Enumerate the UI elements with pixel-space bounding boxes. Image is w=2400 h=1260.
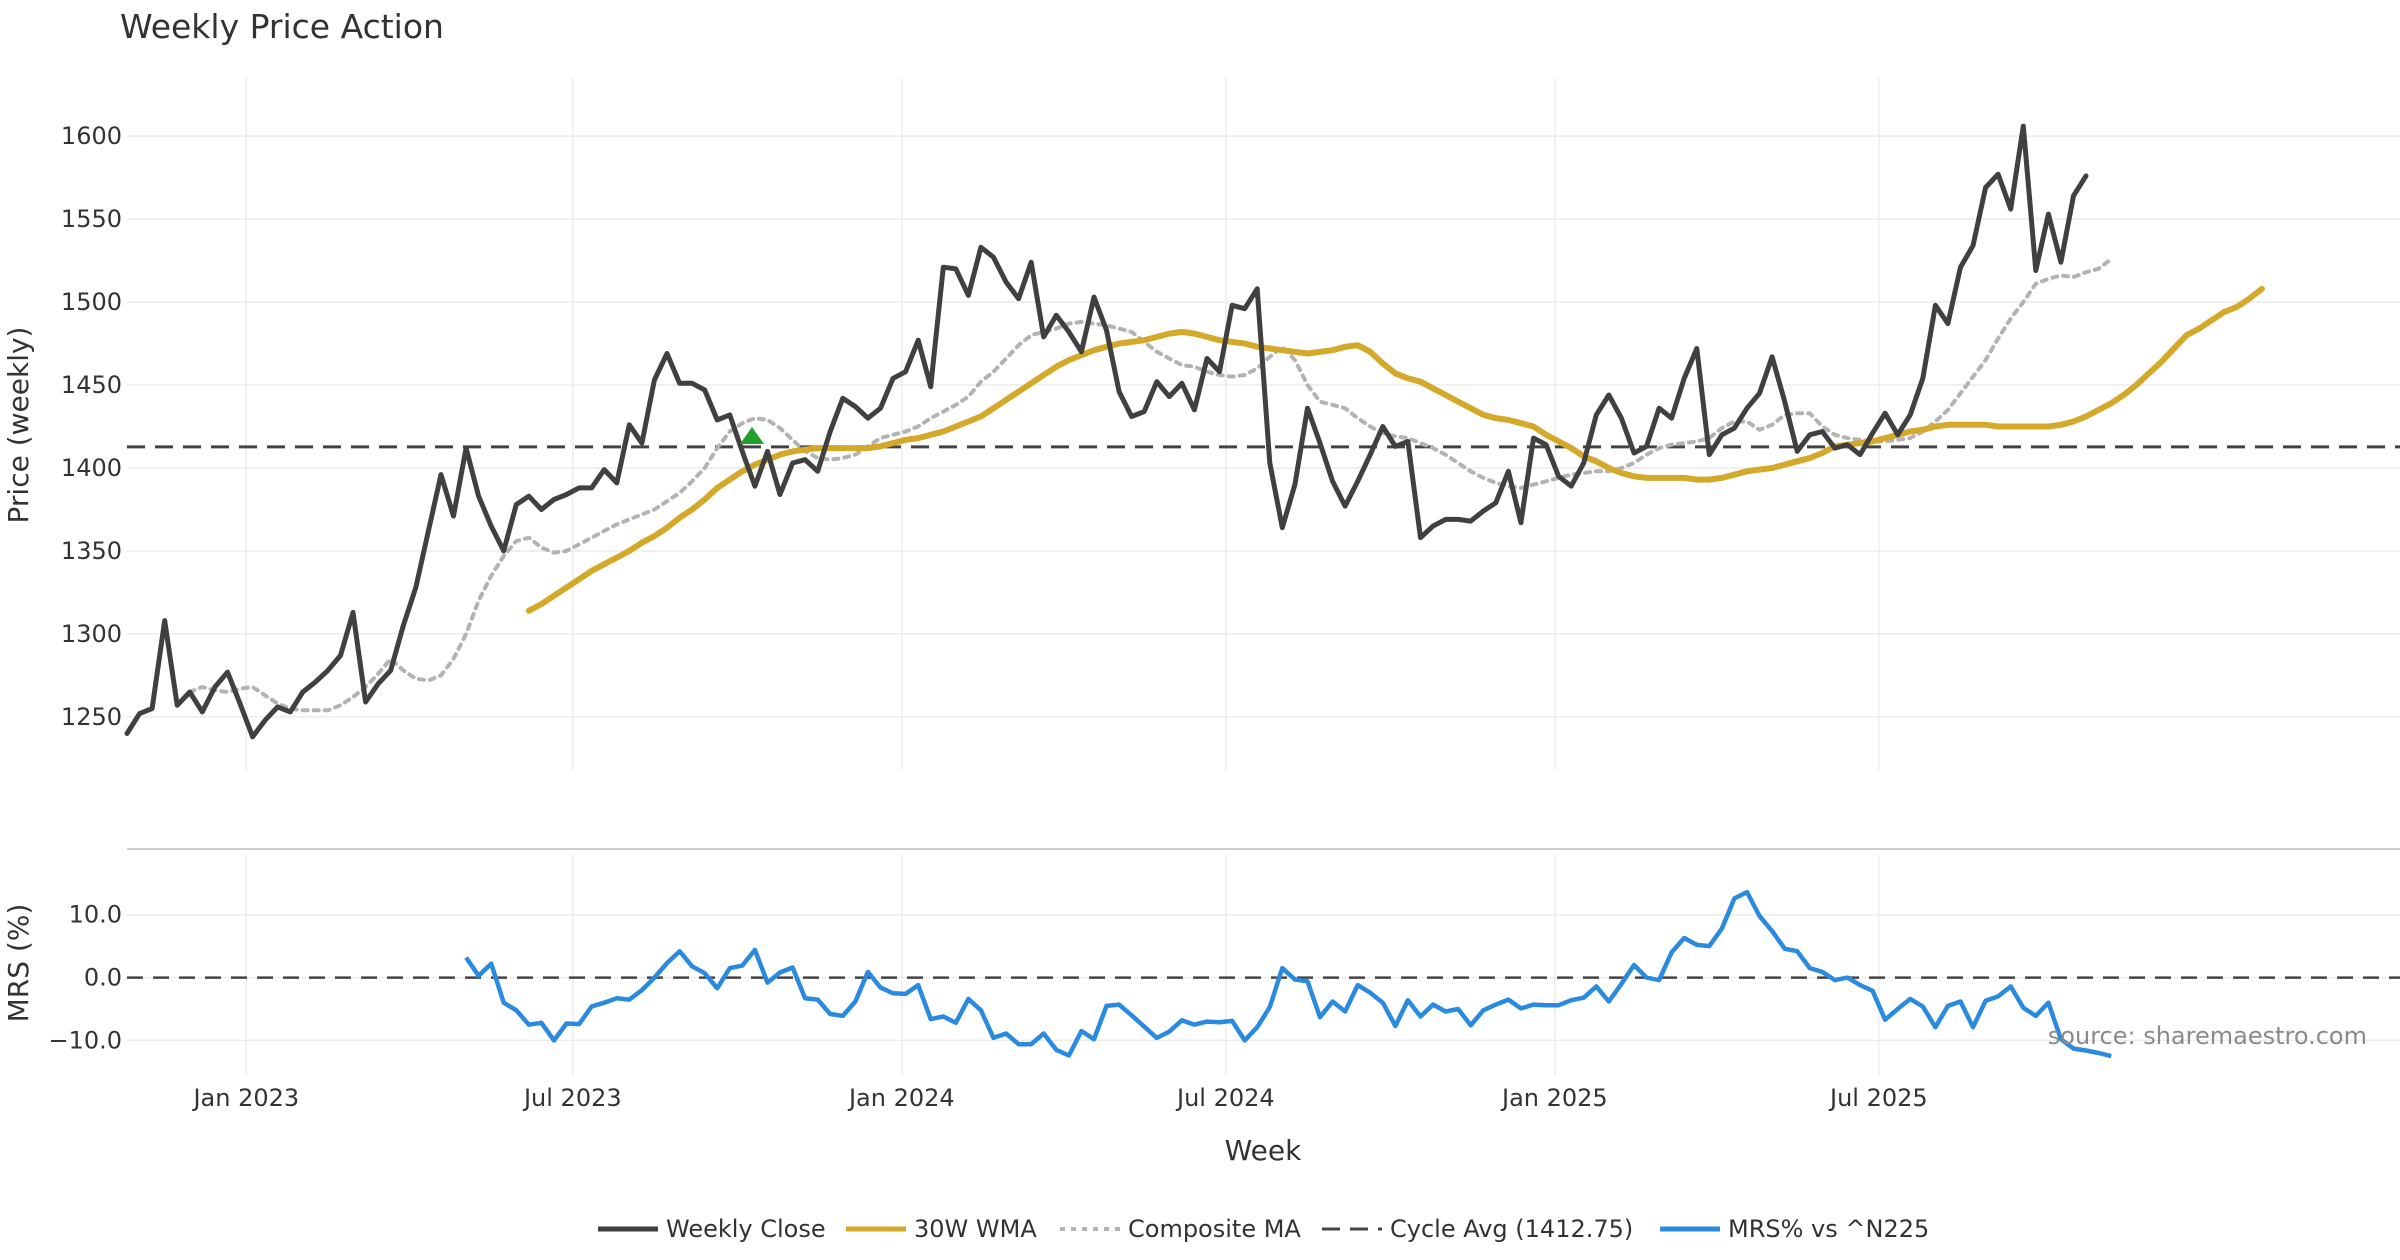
- price-y-ticks: 1250 1300 1350 1400 1450 1500 1550 1600: [61, 122, 122, 731]
- legend: Weekly Close 30W WMA Composite MA Cycle Avg…: [598, 1215, 1929, 1243]
- price-y-tick-label: 1250: [61, 703, 122, 731]
- x-tick-label: Jul 2025: [1828, 1084, 1928, 1112]
- composite-ma-line: [187, 256, 2114, 713]
- mrs-y-tick-label: −10.0: [48, 1026, 122, 1054]
- mrs-series: [127, 889, 2400, 1059]
- weekly-close-line: [124, 123, 2089, 740]
- chart-title: Weekly Price Action: [120, 7, 444, 46]
- mrs-y-ticks: 10.0 0.0 −10.0: [48, 901, 122, 1055]
- price-series: [124, 123, 2400, 740]
- price-y-tick-label: 1550: [61, 205, 122, 233]
- x-tick-label: Jul 2024: [1175, 1084, 1275, 1112]
- 30w-wma-line: [525, 285, 2265, 614]
- mrs-y-tick-label: 0.0: [84, 964, 122, 992]
- price-y-tick-label: 1300: [61, 620, 122, 648]
- legend-label: Weekly Close: [666, 1215, 826, 1243]
- x-tick-label: Jan 2024: [847, 1084, 955, 1112]
- price-y-tick-label: 1500: [61, 288, 122, 316]
- source-label: source: sharemaestro.com: [2048, 1022, 2367, 1050]
- legend-label: Composite MA: [1128, 1215, 1301, 1243]
- buy-signal-triangle: [740, 427, 764, 444]
- price-y-tick-label: 1350: [61, 537, 122, 565]
- price-y-axis-title: Price (weekly): [2, 327, 35, 524]
- x-tick-label: Jan 2025: [1500, 1084, 1608, 1112]
- price-y-tick-label: 1600: [61, 122, 122, 150]
- x-ticks: Jan 2023 Jul 2023 Jan 2024 Jul 2024 Jan 2025…: [191, 1084, 1927, 1112]
- price-y-tick-label: 1400: [61, 454, 122, 482]
- legend-label: MRS% vs ^N225: [1728, 1215, 1929, 1243]
- mrs-line: [464, 889, 2112, 1059]
- x-tick-label: Jul 2023: [522, 1084, 622, 1112]
- mrs-y-axis-title: MRS (%): [2, 904, 35, 1023]
- legend-label: Cycle Avg (1412.75): [1390, 1215, 1633, 1243]
- x-axis-title: Week: [1225, 1134, 1302, 1167]
- x-tick-label: Jan 2023: [191, 1084, 299, 1112]
- legend-label: 30W WMA: [914, 1215, 1037, 1243]
- price-y-tick-label: 1450: [61, 371, 122, 399]
- mrs-y-tick-label: 10.0: [69, 901, 122, 929]
